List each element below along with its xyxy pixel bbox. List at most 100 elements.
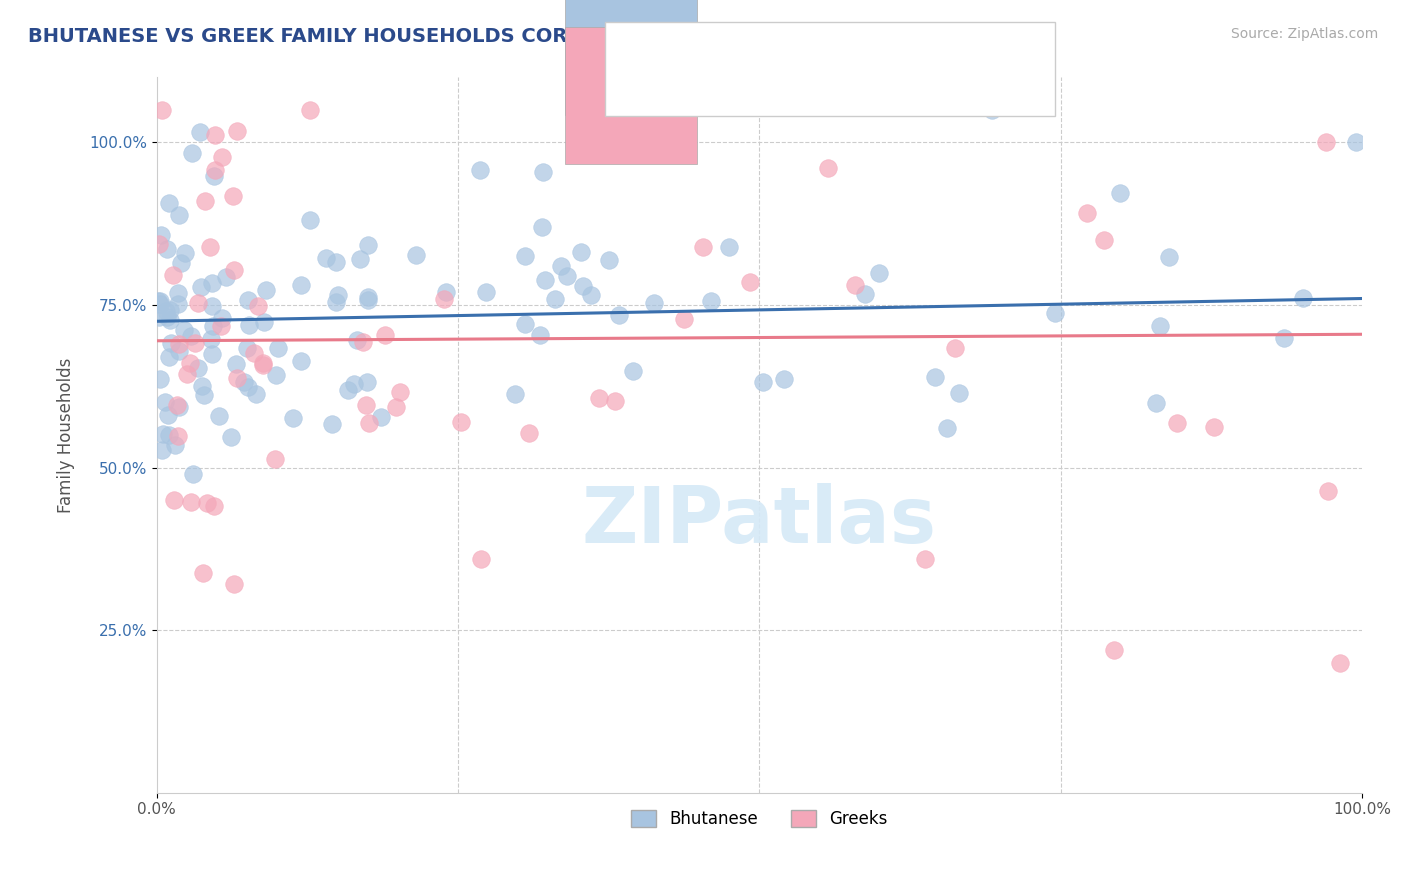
Point [356, 375, 378, 389]
Point [529, 327, 551, 342]
Point [238, 293, 260, 307]
Point [167, 208, 190, 222]
Y-axis label: Family Households: Family Households [58, 358, 75, 513]
Point [180, 495, 202, 509]
Text: Source: ZipAtlas.com: Source: ZipAtlas.com [1230, 27, 1378, 41]
Point [357, 238, 380, 252]
Point [202, 169, 225, 184]
Point [343, 377, 366, 392]
Point [202, 499, 225, 513]
Point [162, 493, 184, 508]
Point [202, 319, 225, 334]
Point [225, 357, 247, 371]
Point [352, 334, 374, 349]
Point [432, 292, 454, 306]
Point [201, 277, 224, 291]
Point [193, 388, 215, 402]
Point [1092, 233, 1115, 247]
Point [208, 409, 231, 424]
Point [1292, 291, 1315, 305]
Point [598, 253, 620, 268]
Point [252, 356, 274, 370]
Point [581, 287, 603, 301]
Point [156, 310, 179, 324]
Point [148, 310, 170, 324]
Point [1157, 250, 1180, 264]
Point [468, 163, 491, 178]
Point [201, 299, 224, 313]
Point [219, 430, 242, 444]
Point [531, 219, 554, 234]
Text: R = 0.003   N = 59: R = 0.003 N = 59 [668, 87, 838, 104]
Point [190, 379, 212, 393]
Point [1317, 484, 1340, 499]
Point [817, 161, 839, 175]
Point [180, 329, 202, 343]
Point [328, 288, 350, 302]
Point [263, 452, 285, 467]
Point [943, 341, 966, 355]
Point [245, 386, 267, 401]
Point [325, 294, 347, 309]
Point [180, 145, 202, 160]
Legend: Bhutanese, Greeks: Bhutanese, Greeks [624, 803, 894, 834]
Point [166, 285, 188, 300]
Point [356, 290, 378, 304]
Point [201, 347, 224, 361]
Point [980, 103, 1002, 117]
Point [211, 310, 233, 325]
Point [152, 426, 174, 441]
Point [179, 356, 201, 370]
Point [621, 364, 644, 378]
Point [346, 333, 368, 347]
Point [325, 255, 347, 269]
Point [673, 312, 696, 326]
Point [166, 398, 188, 412]
Point [252, 359, 274, 373]
Point [246, 299, 269, 313]
Point [157, 350, 180, 364]
Point [772, 372, 794, 386]
Point [299, 103, 322, 117]
Point [198, 240, 221, 254]
Point [159, 312, 181, 326]
Point [167, 343, 190, 358]
Point [384, 400, 406, 414]
Point [173, 323, 195, 337]
Point [544, 292, 567, 306]
Text: R = 0.028   N = 114: R = 0.028 N = 114 [668, 37, 849, 55]
Point [1272, 331, 1295, 345]
Point [349, 252, 371, 266]
Point [531, 164, 554, 178]
Point [924, 369, 946, 384]
Point [153, 394, 176, 409]
Point [149, 293, 172, 308]
Point [238, 318, 260, 332]
Point [290, 277, 312, 292]
Point [253, 315, 276, 329]
Point [174, 245, 197, 260]
Point [200, 331, 222, 345]
Point [1144, 396, 1167, 410]
Point [222, 577, 245, 591]
Point [569, 245, 592, 260]
Point [1104, 642, 1126, 657]
Point [643, 296, 665, 310]
Point [148, 297, 170, 311]
Point [405, 248, 427, 262]
Point [225, 371, 247, 385]
Text: BHUTANESE VS GREEK FAMILY HOUSEHOLDS CORRELATION CHART: BHUTANESE VS GREEK FAMILY HOUSEHOLDS COR… [28, 27, 755, 45]
Point [157, 196, 180, 211]
Point [607, 308, 630, 322]
Point [948, 385, 970, 400]
Point [914, 551, 936, 566]
Point [191, 566, 214, 580]
Point [321, 417, 343, 432]
Point [266, 368, 288, 383]
Point [149, 372, 172, 386]
Point [1076, 206, 1098, 220]
Point [188, 124, 211, 138]
Point [374, 328, 396, 343]
Point [1202, 420, 1225, 434]
Point [243, 345, 266, 359]
